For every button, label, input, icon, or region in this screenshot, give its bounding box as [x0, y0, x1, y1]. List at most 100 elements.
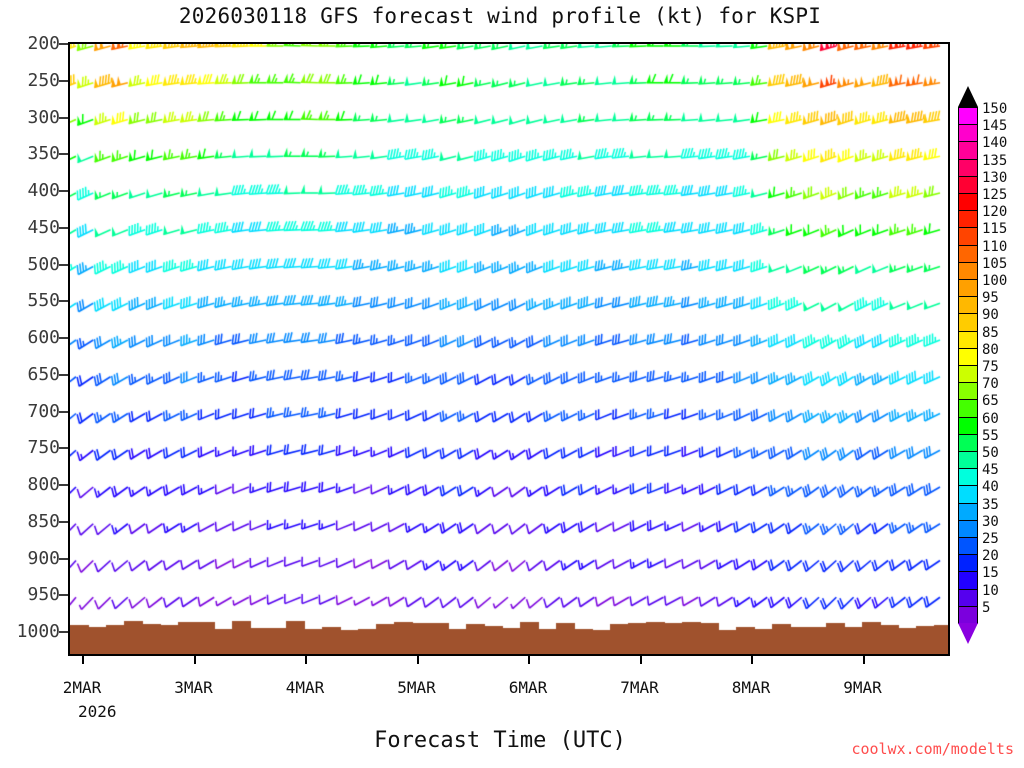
colorbar-swatch: [958, 193, 978, 212]
y-axis-label: 300: [27, 106, 60, 128]
y-axis-tick: [59, 373, 68, 376]
x-axis-title: Forecast Time (UTC): [374, 728, 626, 753]
x-axis-tick: [751, 656, 753, 664]
y-axis-tick: [59, 263, 68, 266]
x-axis-label: 7MAR: [620, 678, 659, 697]
colorbar-label: 35: [982, 496, 999, 513]
colorbar-swatch: [958, 244, 978, 263]
colorbar-swatch: [958, 313, 978, 332]
colorbar-label: 115: [982, 221, 1008, 238]
colorbar-label: 120: [982, 204, 1008, 221]
x-axis-tick: [82, 656, 84, 664]
colorbar-label: 10: [982, 582, 999, 599]
colorbar-label: 150: [982, 101, 1008, 117]
colorbar-label: 105: [982, 255, 1008, 272]
colorbar-swatch: [958, 347, 978, 366]
colorbar-label: 135: [982, 152, 1008, 169]
y-axis-label: 700: [27, 400, 60, 422]
colorbar-swatch: [958, 588, 978, 607]
colorbar-swatch: [958, 605, 978, 624]
colorbar-label: 95: [982, 290, 999, 307]
colorbar-label: 80: [982, 341, 999, 358]
colorbar-swatch: [958, 210, 978, 229]
colorbar-swatch: [958, 365, 978, 384]
colorbar-swatch: [958, 107, 978, 126]
y-axis-tick: [59, 43, 68, 45]
x-axis-year: 2026: [78, 702, 117, 721]
x-axis-label: 8MAR: [731, 678, 771, 697]
colorbar-label: 145: [982, 118, 1008, 135]
colorbar-swatch: [958, 485, 978, 504]
colorbar-swatch: [958, 451, 978, 470]
y-axis-tick: [59, 594, 68, 597]
colorbar-swatch: [958, 502, 978, 521]
y-axis-tick: [59, 410, 68, 413]
colorbar-swatch: [958, 399, 978, 418]
y-axis-label: 400: [27, 180, 60, 201]
colorbar-swatch: [958, 279, 978, 298]
y-axis-label: 500: [27, 253, 60, 275]
colorbar-swatch: [958, 468, 978, 487]
terrain-band: [70, 614, 948, 654]
y-axis-label: 900: [27, 547, 60, 569]
colorbar-swatch: [958, 330, 978, 349]
colorbar-label: 45: [982, 462, 999, 479]
colorbar-label: 40: [982, 479, 999, 496]
colorbar-swatch: [958, 433, 978, 452]
y-axis-tick: [59, 631, 68, 633]
colorbar-label: 20: [982, 548, 999, 565]
y-axis-label: 800: [27, 474, 60, 495]
colorbar-label: 125: [982, 187, 1008, 203]
colorbar-swatch: [958, 141, 978, 160]
colorbar-swatch: [958, 416, 978, 435]
wind-barb-canvas: [70, 44, 948, 654]
colorbar-label: 5: [982, 599, 991, 616]
x-axis-tick: [416, 656, 419, 664]
colorbar-label: 100: [982, 273, 1008, 289]
y-axis-tick: [59, 153, 68, 156]
y-axis-label: 950: [27, 584, 60, 606]
y-axis-tick: [59, 226, 68, 229]
y-axis-tick: [59, 337, 68, 339]
colorbar-swatch: [958, 158, 978, 177]
colorbar-label: 55: [982, 427, 999, 444]
y-axis-label: 650: [27, 363, 60, 385]
x-axis-label: 9MAR: [843, 678, 882, 697]
y-axis-label: 750: [27, 437, 60, 459]
y-axis-tick: [59, 447, 68, 450]
x-axis-tick: [862, 656, 865, 664]
y-axis-tick: [59, 520, 68, 523]
colorbar-label: 75: [982, 359, 999, 375]
y-axis-label: 200: [27, 33, 60, 54]
y-axis-tick: [59, 116, 68, 119]
colorbar-swatch: [958, 382, 978, 401]
x-axis-tick: [305, 656, 307, 664]
colorbar-label: 90: [982, 307, 999, 324]
colorbar-label: 140: [982, 135, 1008, 152]
y-axis-label: 1000: [16, 621, 60, 642]
chart-title: 2026030118 GFS forecast wind profile (kt…: [178, 4, 822, 28]
x-axis-label: 4MAR: [285, 678, 325, 697]
colorbar-label: 130: [982, 169, 1008, 186]
x-axis-tick: [639, 656, 642, 664]
colorbar-label: 65: [982, 393, 999, 410]
y-axis-label: 550: [27, 290, 60, 312]
y-axis-tick: [59, 190, 68, 192]
colorbar-swatch: [958, 261, 978, 280]
colorbar-label: 60: [982, 410, 999, 427]
x-axis-label: 6MAR: [508, 678, 548, 697]
y-axis-tick: [59, 557, 68, 560]
y-axis-tick: [59, 300, 68, 303]
colorbar-top-arrow: [958, 86, 978, 107]
colorbar-label: 110: [982, 238, 1008, 255]
colorbar-legend: 150 145 140 135 130 125 120 115 110 105 100 95 90 85 8…: [958, 85, 1024, 660]
y-axis-label: 600: [27, 327, 60, 348]
colorbar-label: 15: [982, 565, 999, 582]
colorbar-swatch: [958, 124, 978, 143]
y-axis-label: 250: [27, 69, 60, 91]
colorbar-swatch: [958, 296, 978, 315]
x-axis-tick: [528, 656, 530, 664]
y-axis-label: 450: [27, 216, 60, 238]
colorbar-bottom-arrow: [958, 623, 978, 644]
